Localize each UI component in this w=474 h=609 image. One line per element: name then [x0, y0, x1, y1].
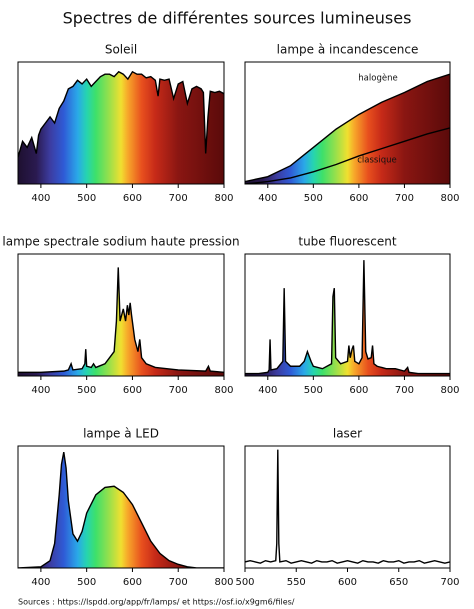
x-tick-label: 700	[395, 385, 414, 396]
x-tick-label: 700	[395, 193, 414, 204]
annotation: halogène	[358, 73, 397, 84]
x-tick-label: 500	[77, 193, 96, 204]
x-tick-label: 550	[287, 577, 306, 588]
x-tick-label: 800	[214, 577, 233, 588]
x-tick-label: 800	[214, 193, 233, 204]
panel-title: tube fluorescent	[298, 235, 397, 249]
plot-area	[245, 73, 450, 184]
panel-title: lampe à LED	[83, 427, 159, 441]
x-tick-label: 800	[440, 193, 459, 204]
spectrum-fill	[18, 452, 224, 568]
x-tick-label: 700	[440, 577, 459, 588]
x-tick-label: 500	[77, 385, 96, 396]
panel-title: lampe spectrale sodium haute pression	[2, 235, 239, 249]
x-tick-label: 500	[235, 577, 254, 588]
source-note: Sources : https://lspdd.org/app/fr/lamps…	[18, 598, 295, 607]
x-tick-label: 400	[31, 577, 50, 588]
spectrum-fill	[18, 267, 224, 376]
x-tick-label: 400	[31, 385, 50, 396]
x-tick-label: 600	[123, 385, 142, 396]
spectrum-line	[245, 127, 450, 184]
plot-area	[245, 260, 450, 376]
panel-title: laser	[333, 427, 362, 441]
x-tick-label: 700	[169, 385, 188, 396]
spectrum-line	[245, 73, 450, 183]
x-tick-label: 400	[258, 193, 277, 204]
spectrum-fill	[245, 74, 450, 184]
spectrum-line	[18, 70, 224, 158]
annotation: classique	[357, 156, 396, 166]
spectrum-line	[245, 449, 450, 564]
spectrum-line	[245, 260, 450, 375]
x-tick-label: 800	[214, 385, 233, 396]
plot-area	[245, 449, 450, 564]
x-tick-label: 800	[440, 385, 459, 396]
x-tick-label: 700	[169, 577, 188, 588]
x-tick-label: 600	[349, 385, 368, 396]
plot-frame	[17, 253, 225, 377]
plot-frame	[17, 61, 225, 185]
figure-title: Spectres de différentes sources lumineus…	[63, 9, 412, 28]
x-tick-label: 400	[31, 193, 50, 204]
plot-frame	[17, 445, 225, 569]
plot-frame	[244, 253, 451, 377]
x-tick-label: 500	[77, 577, 96, 588]
x-tick-label: 400	[258, 385, 277, 396]
plot-area	[18, 451, 224, 568]
x-tick-label: 600	[349, 193, 368, 204]
x-tick-label: 500	[304, 193, 323, 204]
x-tick-label: 600	[123, 193, 142, 204]
spectrum-line	[18, 267, 224, 374]
panel-title: lampe à incandescence	[277, 43, 419, 57]
x-tick-label: 600	[123, 577, 142, 588]
x-tick-label: 500	[304, 385, 323, 396]
plot-area	[18, 267, 224, 376]
x-tick-label: 650	[389, 577, 408, 588]
plot-area	[18, 70, 224, 184]
x-tick-label: 700	[169, 193, 188, 204]
spectrum-line	[18, 451, 224, 568]
spectrum-fill	[18, 71, 224, 184]
plot-frame	[244, 61, 451, 185]
x-tick-label: 600	[338, 577, 357, 588]
panel-title: Soleil	[105, 43, 137, 57]
